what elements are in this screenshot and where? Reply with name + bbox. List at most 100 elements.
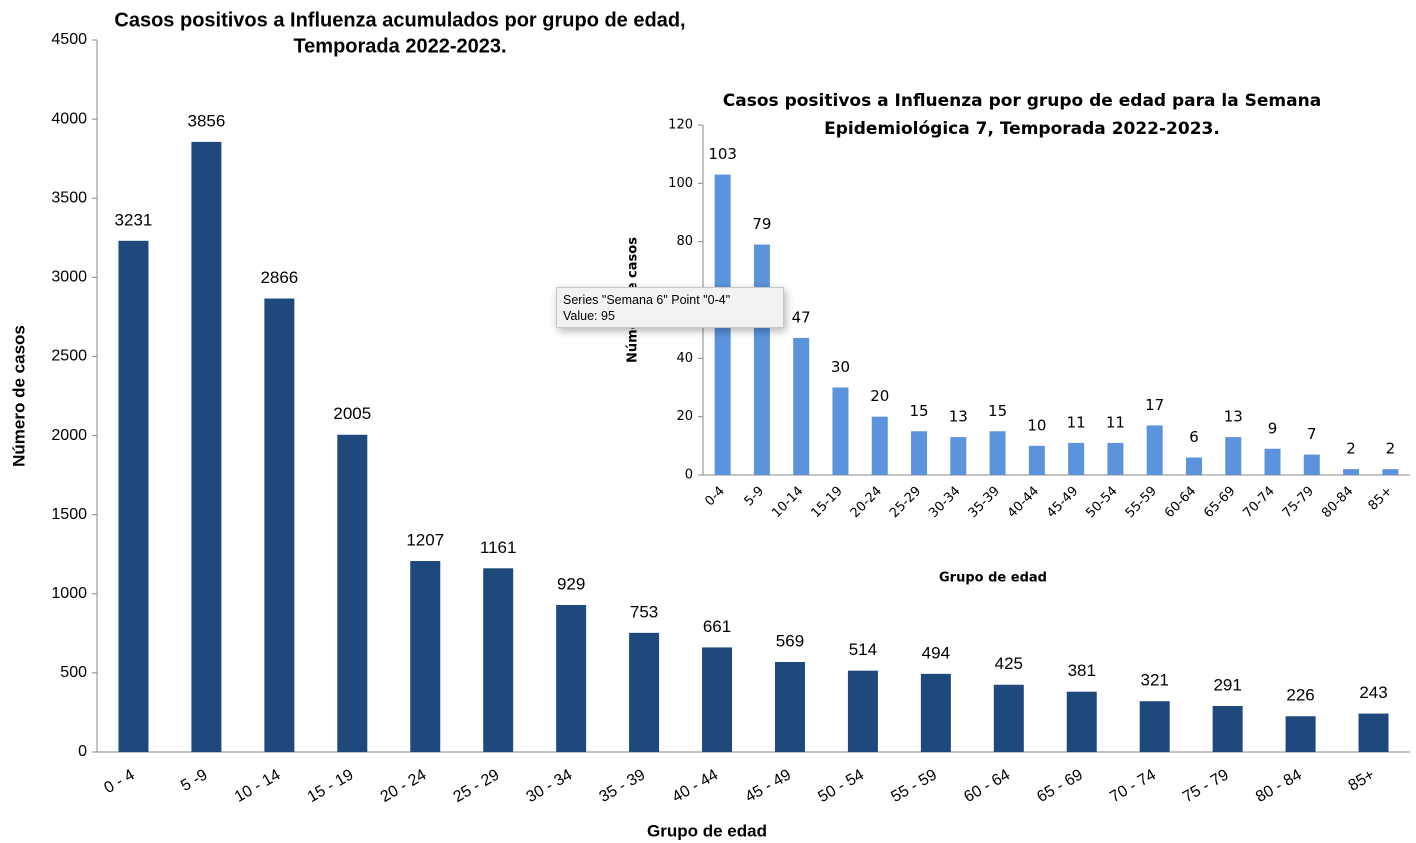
bar — [1028, 445, 1045, 475]
bar — [1343, 469, 1360, 475]
value-label: 226 — [1286, 686, 1314, 705]
y-tick-label: 100 — [668, 176, 693, 191]
bar — [1066, 691, 1097, 752]
value-label: 425 — [995, 654, 1023, 673]
bar — [1303, 454, 1320, 475]
value-label: 381 — [1068, 661, 1096, 680]
value-label: 79 — [752, 215, 771, 233]
y-tick-label: 500 — [60, 664, 87, 681]
value-label: 7 — [1307, 425, 1317, 443]
bar — [1107, 442, 1124, 475]
value-label: 2 — [1346, 440, 1356, 458]
y-tick-label: 2000 — [51, 427, 87, 444]
bar — [410, 561, 441, 752]
y-tick-label: 40 — [676, 351, 693, 366]
x-tick-label: 45-49 — [1044, 484, 1081, 521]
y-tick-label: 4500 — [51, 31, 87, 48]
x-tick-label: 25-29 — [887, 484, 924, 521]
x-tick-label: 75 - 79 — [1180, 766, 1232, 806]
x-tick-label: 15-19 — [808, 484, 845, 521]
value-label: 3231 — [115, 210, 153, 229]
x-tick-label: 40-44 — [1005, 484, 1042, 521]
bar — [1358, 713, 1389, 752]
value-label: 243 — [1359, 683, 1387, 702]
x-tick-label: 65 - 69 — [1034, 766, 1086, 806]
chart-title: Casos positivos a Influenza por grupo de… — [723, 91, 1321, 111]
x-tick-label: 50 - 54 — [815, 766, 867, 806]
value-label: 2866 — [260, 268, 298, 287]
tooltip-title: Series "Semana 6" Point "0-4" — [563, 293, 731, 307]
x-tick-label: 20 - 24 — [378, 766, 430, 806]
chart-title: Epidemiológica 7, Temporada 2022-2023. — [824, 119, 1220, 139]
x-tick-label: 75-79 — [1280, 484, 1317, 521]
value-label: 15 — [909, 402, 928, 420]
y-tick-label: 1500 — [51, 506, 87, 523]
value-label: 753 — [630, 602, 658, 621]
bar — [1264, 448, 1281, 475]
bar — [793, 337, 810, 475]
x-tick-label: 20-24 — [848, 484, 885, 521]
value-label: 2 — [1386, 440, 1396, 458]
x-tick-label: 60 - 64 — [961, 766, 1013, 806]
bar — [191, 141, 222, 752]
value-label: 321 — [1141, 671, 1169, 690]
bar — [993, 684, 1024, 752]
value-label: 3856 — [188, 111, 226, 130]
bar — [118, 240, 149, 752]
x-tick-label: 0 - 4 — [101, 766, 137, 797]
value-label: 291 — [1213, 675, 1241, 694]
bar — [702, 647, 733, 752]
chart-panel: Casos positivos a Influenza por grupo de… — [626, 91, 1410, 586]
x-tick-label: 5 -9 — [178, 766, 210, 795]
value-label: 514 — [849, 640, 877, 659]
bar — [1068, 442, 1085, 475]
x-tick-label: 65-69 — [1201, 484, 1238, 521]
bar — [920, 673, 951, 752]
x-tick-label: 30 - 34 — [524, 766, 576, 806]
value-label: 11 — [1067, 413, 1086, 431]
bar — [337, 434, 368, 752]
x-tick-label: 50-54 — [1083, 484, 1120, 521]
y-tick-label: 80 — [676, 234, 693, 249]
x-tick-label: 70 - 74 — [1107, 766, 1159, 806]
value-label: 30 — [831, 358, 850, 376]
x-tick-label: 55 - 59 — [888, 766, 940, 806]
x-tick-label: 30-34 — [926, 484, 963, 521]
value-label: 1207 — [406, 531, 444, 550]
value-label: 661 — [703, 617, 731, 636]
chart-title: Casos positivos a Influenza acumulados p… — [114, 9, 685, 31]
value-label: 15 — [988, 402, 1007, 420]
bar — [1146, 425, 1163, 475]
chart-title: Temporada 2022-2023. — [293, 35, 506, 57]
value-label: 11 — [1106, 413, 1125, 431]
x-tick-label: 0-4 — [702, 484, 728, 510]
bar — [1185, 457, 1202, 475]
value-label: 13 — [949, 408, 968, 426]
value-label: 9 — [1268, 419, 1278, 437]
y-tick-label: 4000 — [51, 110, 87, 127]
x-tick-label: 55-59 — [1123, 484, 1160, 521]
bar — [483, 568, 514, 752]
value-label: 2005 — [333, 404, 371, 423]
y-tick-label: 120 — [668, 118, 693, 133]
value-label: 494 — [922, 643, 950, 662]
bar — [1212, 705, 1243, 752]
bar — [1139, 701, 1170, 752]
y-tick-label: 3000 — [51, 269, 87, 286]
value-label: 10 — [1027, 416, 1046, 434]
value-label: 13 — [1224, 408, 1243, 426]
bar — [832, 387, 849, 475]
bar — [1225, 437, 1242, 475]
bar — [847, 670, 878, 752]
value-label: 20 — [870, 387, 889, 405]
y-tick-label: 2500 — [51, 348, 87, 365]
y-tick-label: 0 — [78, 743, 87, 760]
x-tick-label: 5-9 — [742, 484, 768, 510]
x-tick-label: 60-64 — [1162, 484, 1199, 521]
tooltip: Series "Semana 6" Point "0-4" Value: 95 — [556, 287, 784, 328]
y-tick-label: 3500 — [51, 189, 87, 206]
tooltip-text: Value: 95 — [563, 309, 615, 323]
bar — [556, 605, 587, 752]
